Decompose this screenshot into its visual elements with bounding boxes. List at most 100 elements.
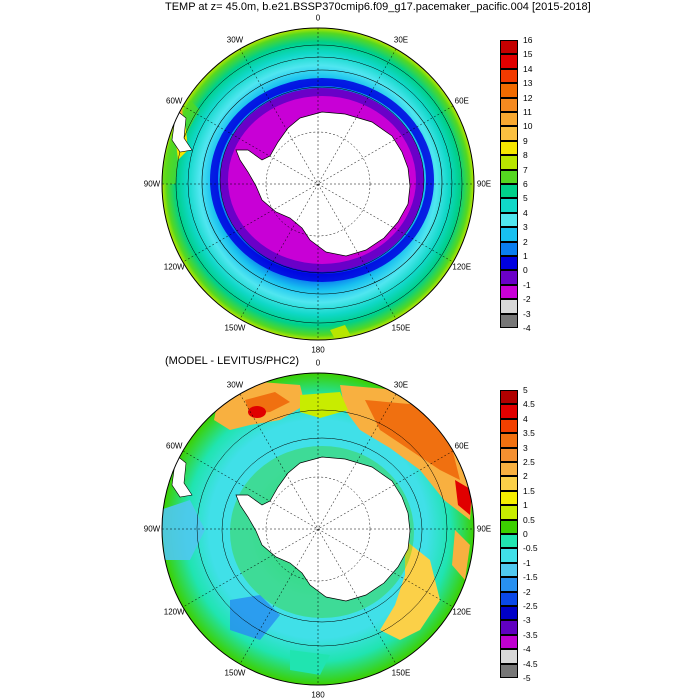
colorbar-box — [500, 140, 518, 156]
colorbar-label: -0.5 — [523, 543, 538, 554]
lon-label: 120W — [163, 607, 185, 617]
colorbar-label: -3.5 — [523, 629, 538, 640]
colorbar-box — [500, 54, 518, 69]
lon-label: 0 — [315, 358, 321, 368]
colorbar-label: 14 — [523, 63, 533, 74]
colorbar-temperature: 16 15 14 13 12 11 10 9 8 7 6 5 4 3 2 1 0 -1 -2 -3 -4 — [500, 35, 550, 333]
colorbar-label: 4 — [523, 207, 528, 218]
colorbar-label: -2 — [523, 294, 531, 305]
lon-label: 60W — [166, 441, 183, 451]
colorbar-box — [500, 447, 518, 462]
colorbar-label: -1 — [523, 279, 531, 290]
colorbar-box — [500, 620, 518, 635]
panel1-title: TEMP at z= 45.0m, b.e21.BSSP370cmip6.f09… — [165, 1, 591, 13]
colorbar-box — [500, 97, 518, 112]
lon-label: 90W — [143, 524, 161, 534]
lon-label: 120W — [163, 262, 185, 272]
colorbar-box — [500, 169, 518, 184]
colorbar-label: 7 — [523, 164, 528, 175]
colorbar-label: 16 — [523, 35, 533, 45]
lon-label: 150E — [391, 668, 411, 678]
lon-label: 90E — [476, 524, 492, 534]
colorbar-label: 0 — [523, 265, 528, 276]
colorbar-label: 11 — [523, 107, 532, 117]
map-panel-anomaly — [161, 372, 475, 686]
colorbar-label: -3 — [523, 308, 531, 319]
colorbar-label: -1 — [523, 557, 531, 568]
colorbar-box — [500, 256, 518, 271]
colorbar-box — [500, 390, 518, 405]
colorbar-label: -4 — [523, 323, 531, 333]
lon-label: 30E — [393, 380, 409, 390]
colorbar-label: 4.5 — [523, 399, 535, 410]
colorbar-label: -2.5 — [523, 601, 538, 611]
colorbar-box — [500, 476, 518, 491]
colorbar-box — [500, 212, 518, 228]
colorbar-box — [500, 284, 518, 300]
colorbar-box — [500, 505, 518, 520]
map-panel-temperature — [161, 27, 475, 341]
colorbar-box — [500, 313, 518, 328]
lon-label: 60W — [166, 96, 183, 106]
colorbar-label: 13 — [523, 78, 533, 89]
lon-label: 150W — [224, 668, 246, 678]
colorbar-label: 1 — [523, 500, 528, 511]
colorbar-box — [500, 299, 518, 314]
colorbar-label: -4 — [523, 644, 531, 655]
lon-label: 30W — [226, 380, 244, 390]
colorbar-label: 5 — [523, 193, 528, 204]
colorbar-box — [500, 663, 518, 678]
lon-label: 90E — [476, 179, 492, 189]
colorbar-box — [500, 270, 518, 285]
graticule-1 — [162, 28, 474, 340]
lon-label: 60E — [454, 96, 469, 106]
lon-label: 150E — [391, 323, 411, 333]
colorbar-label: 3.5 — [523, 428, 535, 439]
colorbar-box — [500, 68, 518, 84]
colorbar-box — [500, 591, 518, 606]
colorbar-box — [500, 562, 518, 578]
colorbar-label: -5 — [523, 673, 531, 683]
south-america-landmass-2 — [171, 454, 193, 498]
panel2-title: (MODEL - LEVITUS/PHC2) — [165, 355, 300, 367]
colorbar-label: 9 — [523, 135, 528, 146]
colorbar-label: -4.5 — [523, 658, 538, 669]
colorbar-box — [500, 184, 518, 199]
colorbar-box — [500, 418, 518, 434]
colorbar-box — [500, 155, 518, 170]
colorbar-label: 3 — [523, 222, 528, 233]
colorbar-box — [500, 548, 518, 563]
colorbar-label: 4 — [523, 413, 528, 424]
colorbar-box — [500, 577, 518, 592]
colorbar-label: 2 — [523, 236, 528, 247]
colorbar-box — [500, 462, 518, 477]
colorbar-label: -1.5 — [523, 572, 538, 583]
colorbar-label: -2 — [523, 586, 531, 597]
colorbar-box — [500, 534, 518, 549]
colorbar-box — [500, 634, 518, 650]
colorbar-label: 12 — [523, 92, 533, 103]
colorbar-box — [500, 519, 518, 534]
lon-label: 60E — [454, 441, 469, 451]
lon-label: 180 — [311, 345, 325, 355]
colorbar-label: 2 — [523, 471, 528, 482]
colorbar-box — [500, 433, 518, 448]
colorbar-box — [500, 241, 518, 256]
lon-label: 180 — [311, 690, 325, 700]
lon-label: 90W — [143, 179, 161, 189]
colorbar-box — [500, 40, 518, 55]
colorbar-label: -3 — [523, 615, 531, 626]
lon-label: 150W — [224, 323, 246, 333]
colorbar-box — [500, 83, 518, 98]
colorbar-label: 5 — [523, 385, 528, 395]
colorbar-box — [500, 490, 518, 506]
colorbar-box — [500, 404, 518, 419]
lon-label: 120E — [452, 607, 472, 617]
colorbar-label: 3 — [523, 442, 528, 453]
colorbar-label: 1.5 — [523, 485, 535, 496]
colorbar-label: 6 — [523, 179, 528, 189]
colorbar-label: 15 — [523, 49, 533, 60]
lon-label: 0 — [315, 13, 321, 23]
